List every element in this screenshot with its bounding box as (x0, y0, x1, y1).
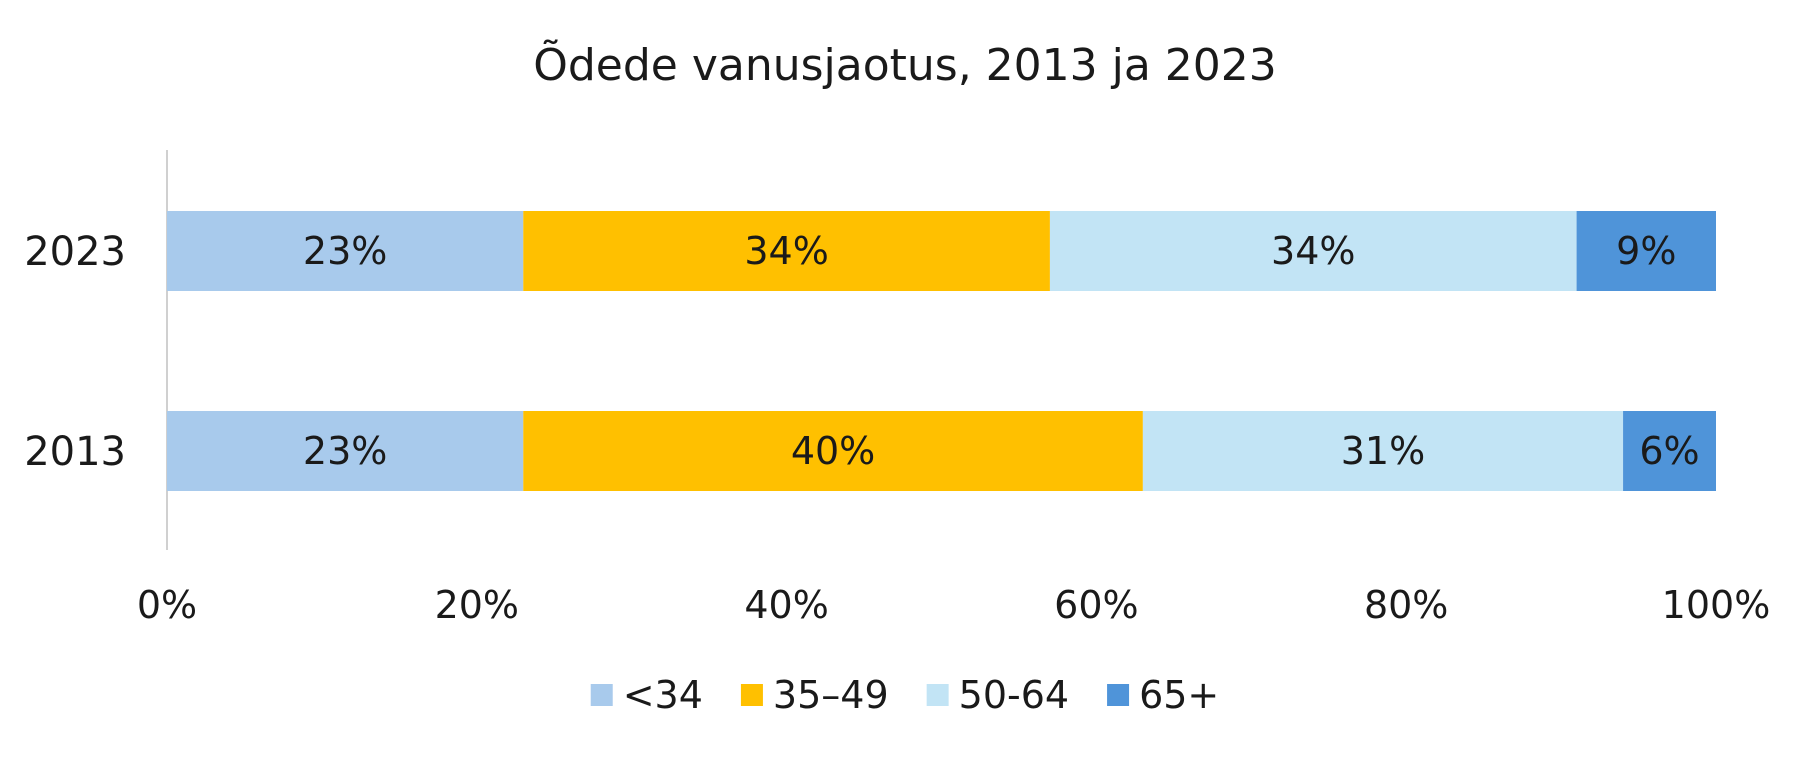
bar-2013-series-3 (1623, 411, 1716, 491)
legend: <34 35–49 50-64 65+ (590, 673, 1219, 717)
data-label-2023-series-0: 23% (303, 229, 387, 273)
data-label-2023-series-2: 34% (1271, 229, 1355, 273)
legend-swatch (926, 684, 949, 706)
bar-2023-series-1 (523, 211, 1050, 291)
legend-label: 65+ (1139, 673, 1219, 717)
data-label-2013-series-3: 6% (1639, 429, 1699, 473)
data-label-2013-series-1: 40% (791, 429, 875, 473)
bar-2013-series-1 (523, 411, 1143, 491)
x-tick-label: 60% (1054, 583, 1138, 627)
x-tick-labels: 0% 20% 40% 60% 80% 100% (137, 583, 1770, 627)
data-label-2023-series-1: 34% (744, 229, 828, 273)
x-tick-label: 20% (435, 583, 519, 627)
x-tick-label: 40% (744, 583, 828, 627)
legend-label: 50-64 (959, 673, 1069, 717)
bar-labels: 23% 34% 34% 9% 23% 40% 31% 6% (303, 229, 1700, 473)
legend-swatch (740, 684, 763, 706)
data-label-2023-series-3: 9% (1616, 229, 1676, 273)
bar-2013-series-0 (167, 411, 524, 491)
chart-title: Õdede vanusjaotus, 2013 ja 2023 (533, 39, 1277, 91)
category-labels: 2023 2013 (24, 229, 126, 475)
bar-2023-series-0 (167, 211, 524, 291)
legend-label: <34 (623, 673, 703, 717)
category-label: 2013 (24, 429, 126, 475)
legend-swatch (590, 684, 613, 706)
bar-2013-series-2 (1142, 411, 1624, 491)
bars (167, 211, 1716, 491)
data-label-2013-series-0: 23% (303, 429, 387, 473)
legend-label: 35–49 (773, 673, 889, 717)
category-label: 2023 (24, 229, 126, 275)
bar-2023-series-3 (1576, 211, 1716, 291)
x-tick-label: 100% (1662, 583, 1771, 627)
data-label-2013-series-2: 31% (1341, 429, 1425, 473)
legend-swatch (1107, 684, 1130, 706)
x-tick-label: 0% (137, 583, 197, 627)
bar-2023-series-2 (1049, 211, 1577, 291)
x-tick-label: 80% (1364, 583, 1448, 627)
